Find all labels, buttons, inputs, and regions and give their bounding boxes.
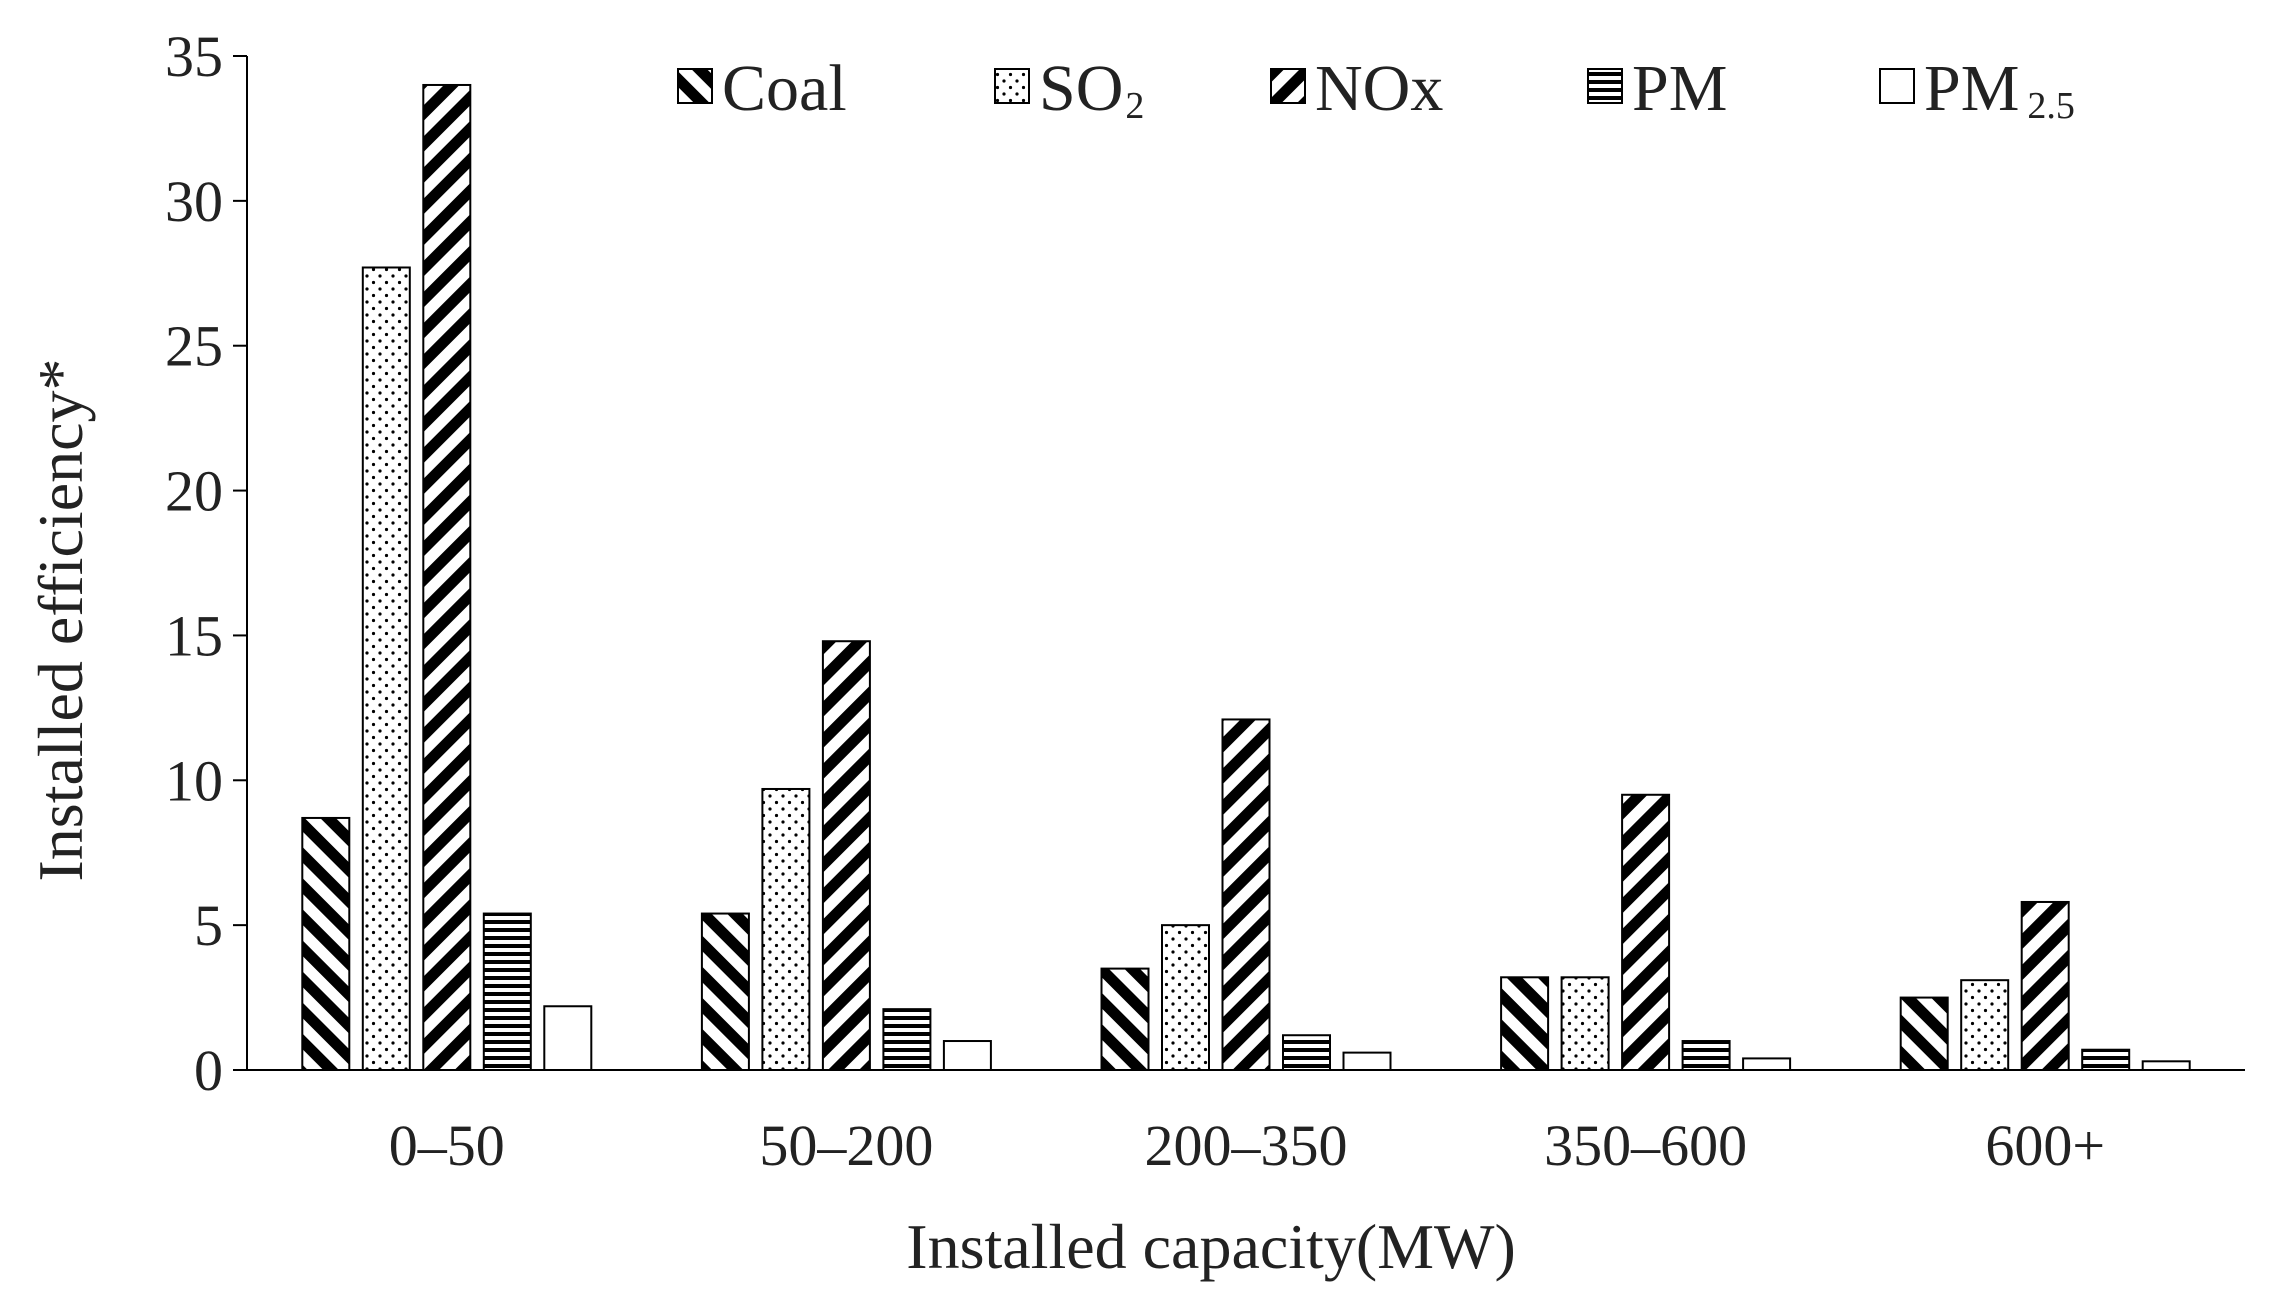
legend-label-pm: PM xyxy=(1632,52,1727,125)
bar-pm2-5-0-50 xyxy=(543,1005,593,1072)
legend: Coal SO2 NOx PM PM 2.5 xyxy=(677,52,2075,127)
bar-group-50-200 xyxy=(700,640,992,1072)
bar-coal-600 xyxy=(1899,996,1949,1071)
bar-pm2-5-600 xyxy=(2141,1060,2191,1072)
bar-group-600 xyxy=(1899,900,2191,1072)
y-tick-label: 10 xyxy=(165,748,223,813)
x-tick-label: 0–50 xyxy=(389,1113,505,1178)
bar-coal-200-350 xyxy=(1100,967,1150,1071)
bar-pm2-5-50-200 xyxy=(942,1040,992,1071)
plot-area xyxy=(301,83,2191,1072)
bar-pm-50-200 xyxy=(882,1008,932,1071)
bar-so2-200-350 xyxy=(1161,924,1210,1072)
legend-item-nox: NOx xyxy=(1270,52,1443,125)
bar-so2-600 xyxy=(1960,979,2010,1072)
bar-so2-350-600 xyxy=(1560,976,1610,1072)
y-tick-label: 20 xyxy=(165,459,223,524)
bar-coal-50-200 xyxy=(700,912,750,1071)
y-tick-label: 25 xyxy=(165,314,223,379)
bar-pm-0-50 xyxy=(482,912,532,1071)
legend-label-pm2-5: PM 2.5 xyxy=(1924,52,2075,127)
y-tick-label: 15 xyxy=(165,603,223,668)
legend-item-pm: PM xyxy=(1587,52,1727,125)
bar-group-200-350 xyxy=(1100,718,1392,1072)
x-axis: 0–50 50–200 200–350 350–600 600+ xyxy=(247,1069,2245,1178)
x-tick-label: 200–350 xyxy=(1145,1113,1348,1178)
y-axis: 0 5 10 15 20 25 30 35 xyxy=(165,24,248,1103)
bar-nox-0-50 xyxy=(422,83,472,1071)
bar-nox-600 xyxy=(2020,900,2070,1071)
legend-swatch-coal xyxy=(677,68,713,104)
bar-nox-50-200 xyxy=(821,640,871,1071)
legend-item-pm2-5: PM 2.5 xyxy=(1879,52,2075,127)
y-tick-label: 5 xyxy=(194,893,223,958)
legend-swatch-nox xyxy=(1270,68,1306,104)
bar-group-350-600 xyxy=(1500,793,1792,1072)
x-tick-label: 350–600 xyxy=(1544,1113,1747,1178)
legend-label-coal: Coal xyxy=(722,52,847,125)
bar-pm-350-600 xyxy=(1681,1040,1731,1071)
bar-so2-50-200 xyxy=(761,787,811,1072)
x-tick-label: 50–200 xyxy=(759,1113,933,1178)
bar-pm-600 xyxy=(2081,1048,2131,1071)
legend-item-coal: Coal xyxy=(677,52,847,125)
legend-label-so2: SO2 xyxy=(1039,52,1144,127)
legend-swatch-pm2-5 xyxy=(1879,68,1915,104)
y-axis-title: Installed efficiency* xyxy=(25,358,96,881)
x-tick-label: 600+ xyxy=(1985,1113,2105,1178)
bar-group-0-50 xyxy=(301,83,593,1072)
legend-swatch-pm xyxy=(1587,68,1623,104)
y-tick-label: 30 xyxy=(165,169,223,234)
bar-pm2-5-200-350 xyxy=(1342,1051,1392,1072)
bar-pm2-5-350-600 xyxy=(1742,1057,1792,1071)
bar-nox-350-600 xyxy=(1621,793,1671,1071)
legend-item-so2: SO2 xyxy=(994,52,1144,127)
bar-nox-200-350 xyxy=(1221,718,1271,1072)
bar-pm-200-350 xyxy=(1282,1034,1331,1071)
legend-label-nox: NOx xyxy=(1315,52,1443,125)
y-tick-label: 0 xyxy=(194,1038,223,1103)
bar-coal-0-50 xyxy=(301,816,351,1071)
x-axis-title: Installed capacity(MW) xyxy=(906,1211,1516,1282)
bar-coal-350-600 xyxy=(1500,976,1550,1072)
y-tick-label: 35 xyxy=(165,24,223,89)
bar-so2-0-50 xyxy=(361,266,411,1071)
legend-swatch-so2 xyxy=(994,68,1030,104)
